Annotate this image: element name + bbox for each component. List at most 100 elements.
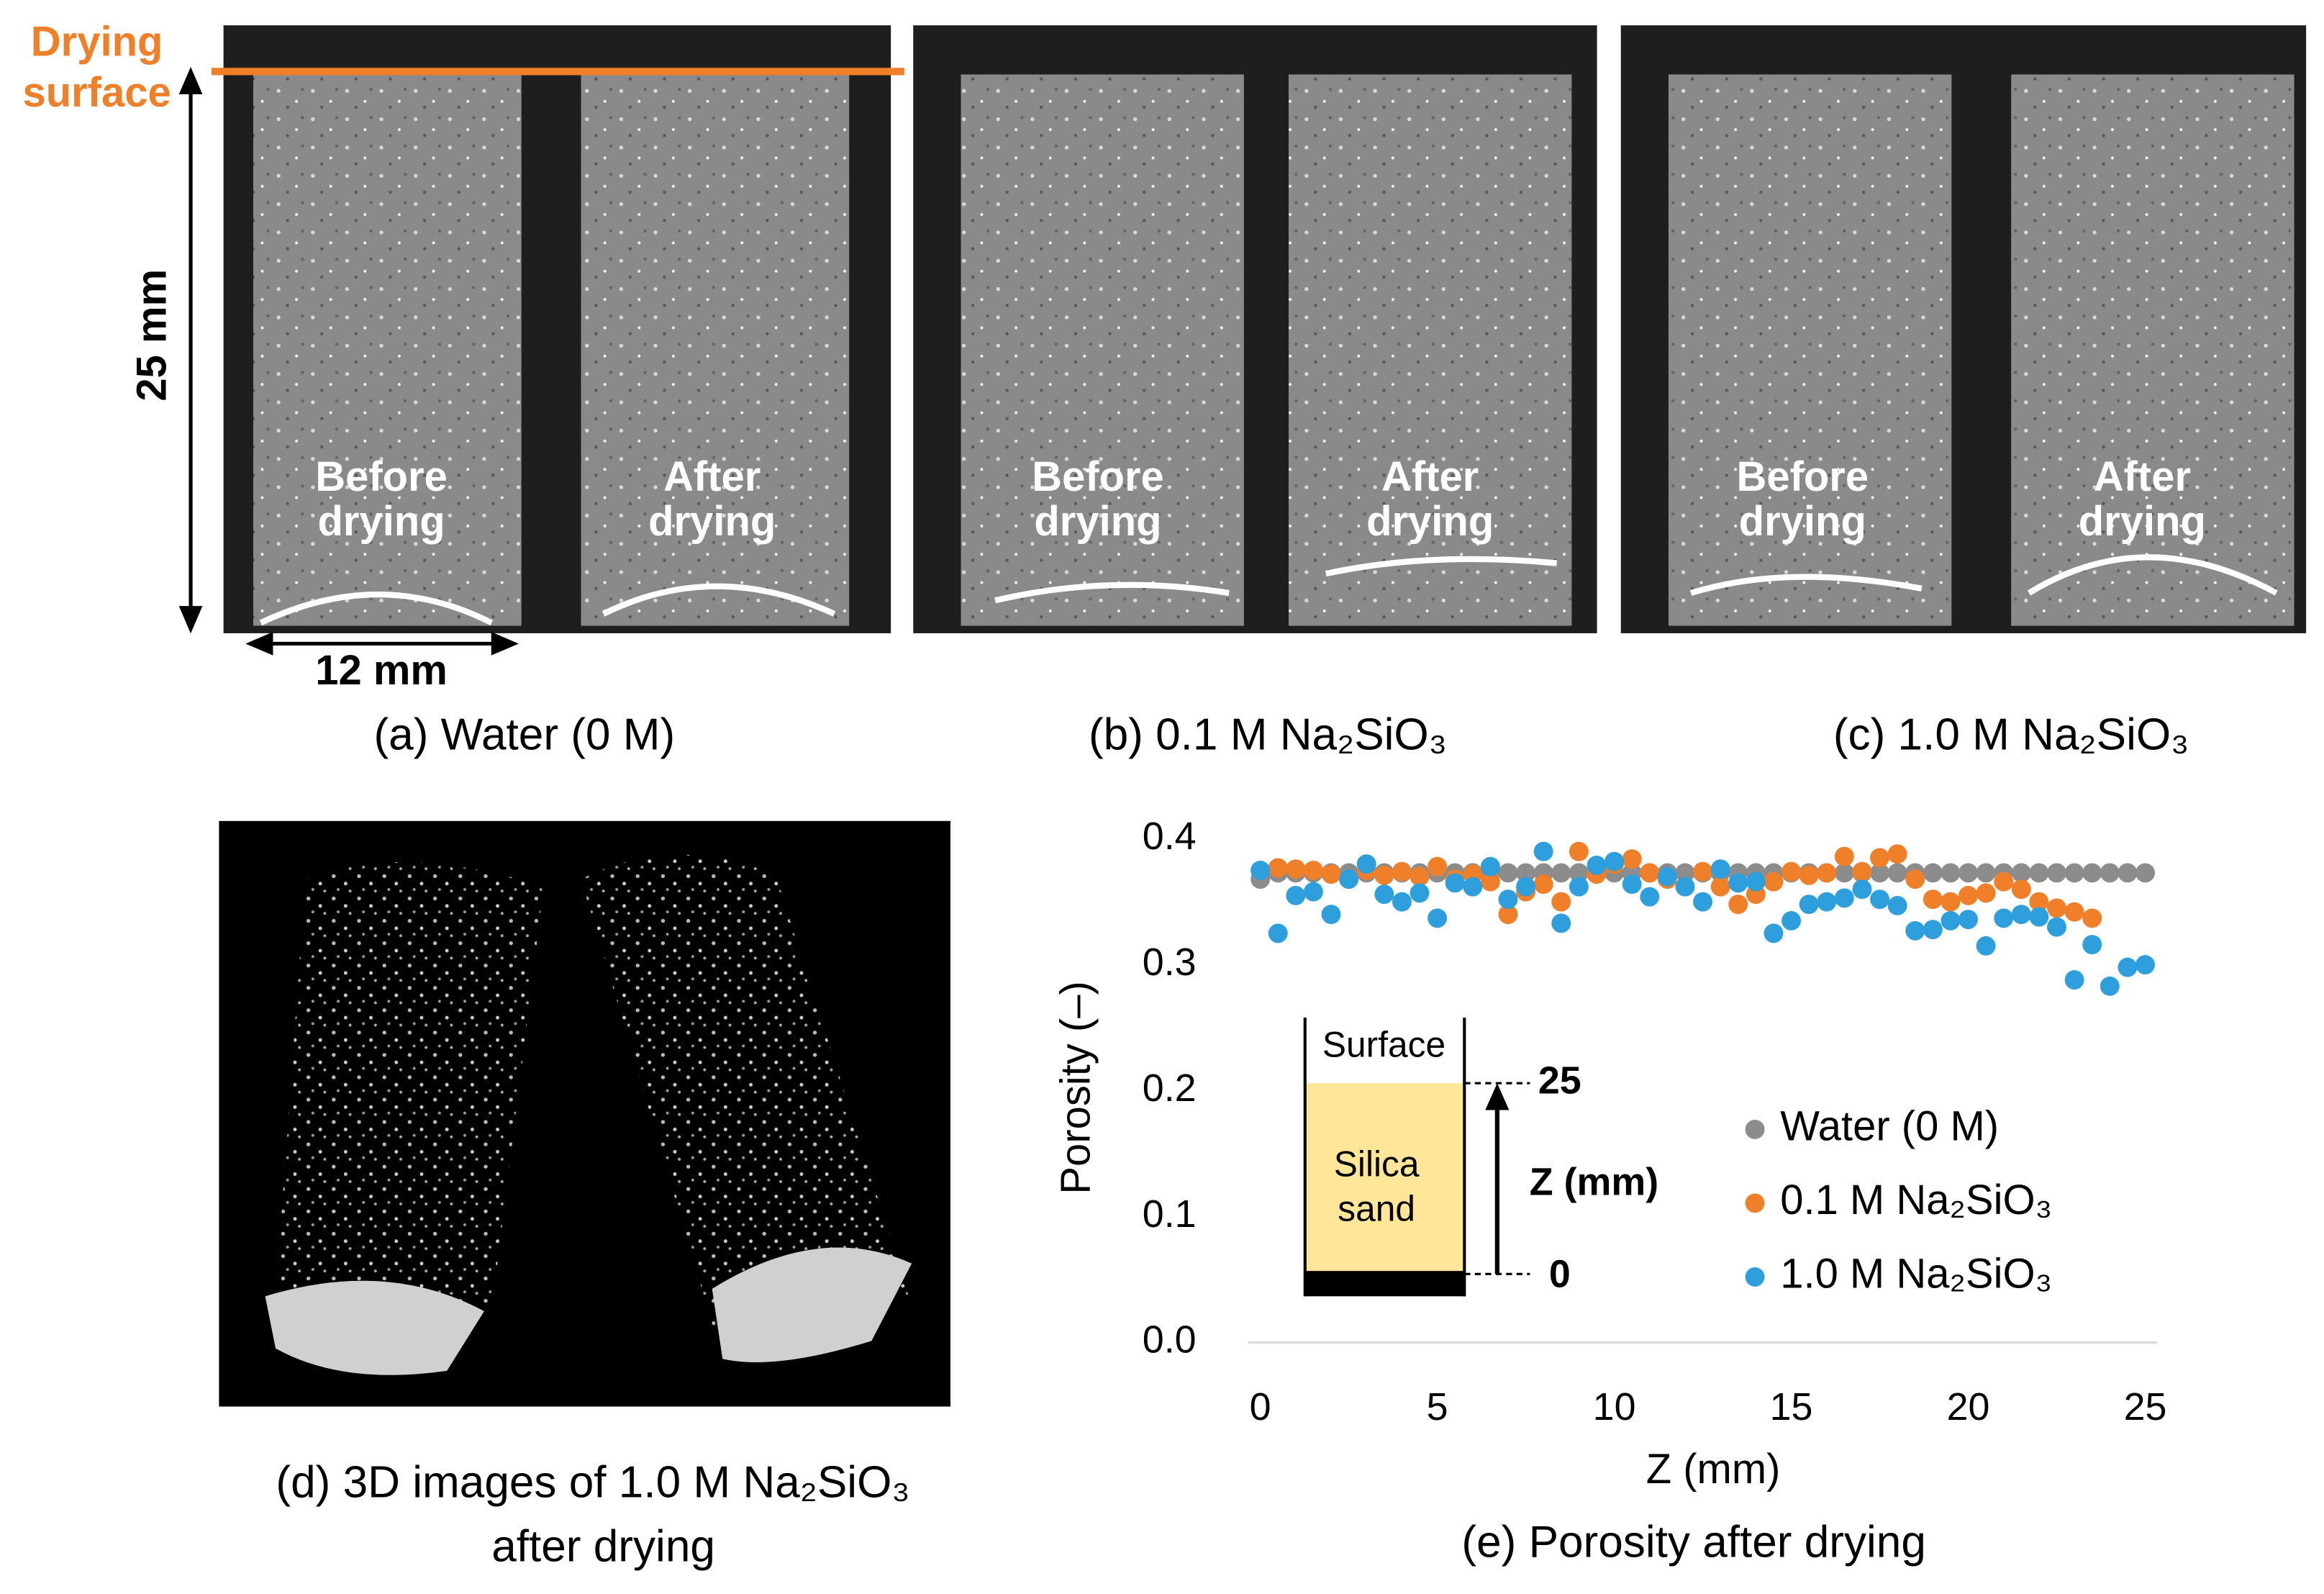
point bbox=[1852, 879, 1872, 900]
point bbox=[1374, 865, 1394, 885]
inset-label: sand bbox=[1338, 1188, 1415, 1228]
point bbox=[1587, 855, 1607, 875]
point bbox=[1799, 895, 1819, 915]
x-tick-label: 15 bbox=[1770, 1385, 1813, 1428]
point bbox=[2118, 863, 2138, 883]
point bbox=[1516, 877, 1536, 897]
x-tick-label: 20 bbox=[1947, 1385, 1990, 1428]
point bbox=[1321, 864, 1341, 884]
point bbox=[2082, 935, 2102, 955]
3d-mesh bbox=[265, 1280, 484, 1375]
point bbox=[1887, 863, 1907, 883]
point bbox=[1870, 863, 1890, 883]
point bbox=[1746, 871, 1766, 892]
point bbox=[2135, 863, 2155, 883]
point bbox=[1498, 863, 1518, 883]
point bbox=[1551, 892, 1571, 912]
point bbox=[1693, 861, 1713, 882]
arrow-head bbox=[1485, 1083, 1510, 1110]
y-tick-label: 0.3 bbox=[1143, 941, 1197, 984]
inset-label: Surface bbox=[1322, 1025, 1445, 1065]
point bbox=[1551, 913, 1571, 933]
point bbox=[2082, 908, 2102, 928]
point bbox=[1268, 858, 1288, 878]
point bbox=[1622, 874, 1642, 895]
point bbox=[1941, 863, 1961, 883]
point bbox=[2064, 863, 2084, 883]
point bbox=[1392, 892, 1412, 912]
caption: (a) Water (0 M) bbox=[373, 710, 675, 759]
point bbox=[2029, 907, 2049, 927]
point bbox=[2011, 863, 2031, 883]
point bbox=[1569, 877, 1589, 897]
point bbox=[1286, 859, 1306, 879]
y-tick-label: 0.2 bbox=[1143, 1067, 1197, 1110]
x-tick-label: 10 bbox=[1593, 1385, 1636, 1428]
point bbox=[1994, 908, 2014, 928]
legend-label: Water (0 M) bbox=[1780, 1104, 1999, 1150]
3d-column bbox=[276, 862, 544, 1312]
ct-images bbox=[219, 25, 2307, 1407]
sample bbox=[961, 74, 1244, 626]
inset bbox=[1303, 1018, 1530, 1297]
annotation: 12 mm bbox=[315, 648, 448, 694]
point bbox=[1994, 871, 2014, 892]
point bbox=[1286, 885, 1306, 905]
caption: (e) Porosity after drying bbox=[1461, 1517, 1925, 1567]
point bbox=[1887, 844, 1907, 864]
annotation: 25 mm bbox=[130, 269, 176, 402]
point bbox=[2047, 863, 2066, 883]
point bbox=[1303, 882, 1323, 902]
point bbox=[1356, 854, 1376, 874]
point bbox=[1374, 884, 1394, 905]
y-tick-label: 0.0 bbox=[1143, 1318, 1197, 1362]
caption: after drying bbox=[491, 1522, 715, 1572]
point bbox=[1551, 863, 1571, 883]
point bbox=[1640, 863, 1660, 883]
image-label: drying bbox=[1739, 499, 1866, 545]
point bbox=[2029, 892, 2049, 912]
point bbox=[1392, 861, 1412, 882]
base bbox=[1304, 1271, 1465, 1297]
point bbox=[1834, 846, 1854, 866]
point bbox=[1569, 863, 1589, 883]
point bbox=[1268, 923, 1288, 943]
x-tick-label: 25 bbox=[2124, 1385, 2167, 1428]
image-label: Before bbox=[1032, 454, 1164, 500]
point bbox=[1533, 841, 1553, 861]
y-axis-label: Porosity (–) bbox=[1053, 981, 1099, 1194]
sample bbox=[1668, 74, 1952, 626]
image-label: drying bbox=[2079, 499, 2206, 545]
point bbox=[1958, 863, 1979, 883]
point bbox=[2047, 917, 2066, 937]
legend-label: 0.1 M Na₂SiO₃ bbox=[1780, 1177, 2052, 1223]
legend-marker bbox=[1745, 1193, 1765, 1213]
point bbox=[1410, 883, 1430, 903]
point bbox=[1958, 910, 1979, 930]
point bbox=[1710, 859, 1730, 879]
y-tick-label: 0.1 bbox=[1143, 1192, 1197, 1236]
point bbox=[1728, 873, 1748, 893]
point bbox=[1923, 920, 1943, 940]
point bbox=[1764, 871, 1784, 892]
inset-label: 25 bbox=[1538, 1059, 1581, 1102]
point bbox=[1480, 871, 1500, 892]
y-tick-label: 0.4 bbox=[1143, 815, 1197, 858]
point bbox=[2011, 879, 2031, 900]
point bbox=[1710, 877, 1730, 897]
point bbox=[1339, 869, 1359, 889]
point bbox=[1427, 908, 1448, 928]
point bbox=[1498, 905, 1518, 925]
point bbox=[1675, 863, 1695, 883]
point bbox=[1976, 883, 1996, 903]
point bbox=[1604, 851, 1625, 871]
image-label: drying bbox=[1034, 499, 1161, 545]
point bbox=[2011, 905, 2031, 925]
image-label: Before bbox=[1736, 454, 1869, 500]
sand bbox=[1304, 1083, 1465, 1272]
point bbox=[1622, 849, 1642, 869]
point bbox=[1675, 877, 1695, 897]
sample bbox=[253, 74, 522, 626]
legend-marker bbox=[1745, 1119, 1765, 1139]
3d-column bbox=[581, 854, 909, 1334]
